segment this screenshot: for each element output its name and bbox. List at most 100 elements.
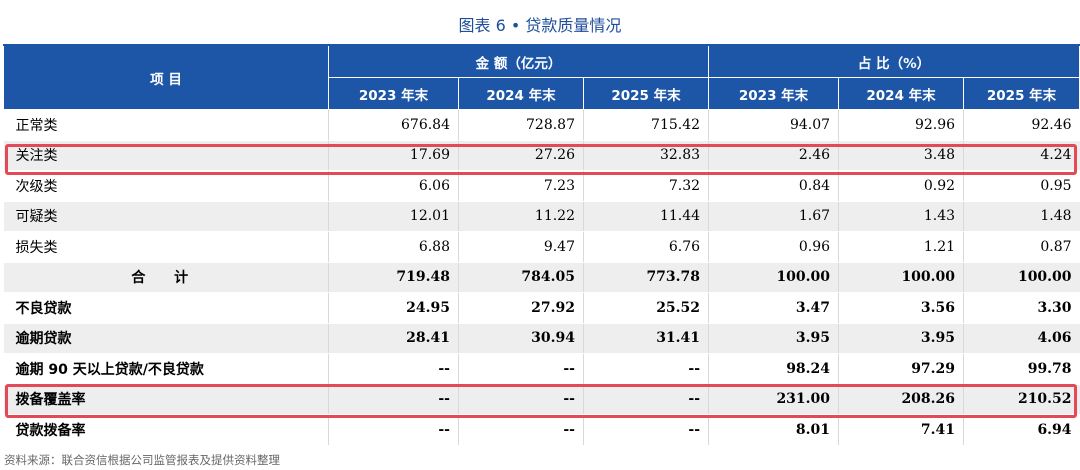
table-cell: 100.00 [963,262,1080,293]
table-row: 次级类 6.06 7.23 7.32 0.84 0.92 0.95 [3,170,1080,202]
table-row: 逾期贷款 28.41 30.94 31.41 3.95 3.95 4.06 [3,323,1080,354]
table-cell: 3.47 [708,292,839,324]
row-label: 可疑类 [3,201,329,232]
table-cell: 11.44 [582,201,709,232]
table-cell: 98.24 [708,353,839,385]
table-cell: 3.95 [708,323,839,354]
table-cell: -- [328,384,459,415]
table-cell: 99.78 [963,353,1080,385]
table-cell: 4.06 [963,323,1080,354]
table-cell: 9.47 [458,231,584,263]
table-cell: 0.87 [963,231,1080,263]
header-year: 2025 年末 [963,77,1080,110]
row-label: 不良贷款 [3,292,329,324]
table-cell: 27.26 [458,140,584,171]
row-label: 合 计 [3,262,329,293]
header-year: 2024 年末 [838,77,965,110]
table-cell: 25.52 [582,292,709,324]
table-row: 合 计 719.48 784.05 773.78 100.00 100.00 100.00 [3,262,1080,293]
table-cell: 8.01 [708,414,839,446]
table-cell: 6.88 [328,231,459,263]
row-label: 逾期 90 天以上贷款/不良贷款 [3,353,329,385]
figure-title: 图表 6 • 贷款质量情况 [458,16,622,35]
table-cell: 4.24 [963,140,1080,171]
header-item: 项 目 [3,44,329,110]
table-cell: 0.96 [708,231,839,263]
row-label: 正常类 [3,109,329,141]
table-cell: -- [458,414,584,446]
table-cell: -- [328,414,459,446]
table-cell: 30.94 [458,323,584,354]
table-cell: 6.06 [328,170,459,202]
table-cell: 231.00 [708,384,839,415]
row-label: 次级类 [3,170,329,202]
table-cell: 676.84 [328,109,459,141]
table-cell: 3.30 [963,292,1080,324]
table-row: 正常类 676.84 728.87 715.42 94.07 92.96 92.46 [3,109,1080,141]
table-cell: 6.76 [582,231,709,263]
row-label: 逾期贷款 [3,323,329,354]
table-row: 逾期 90 天以上贷款/不良贷款 -- -- -- 98.24 97.29 99.78 [3,353,1080,385]
table-cell: 208.26 [838,384,964,415]
source-note: 资料来源：联合资信根据公司监管报表及提供资料整理 [4,453,280,467]
table-row: 损失类 6.88 9.47 6.76 0.96 1.21 0.87 [3,231,1080,263]
table-cell: 1.67 [708,201,839,232]
table-cell: 32.83 [582,140,709,171]
table-cell: 0.92 [838,170,964,202]
header-year: 2023 年末 [328,77,459,110]
table-cell: -- [582,353,709,385]
table-body: 正常类 676.84 728.87 715.42 94.07 92.96 92.46 关注类 1… [3,109,1080,446]
table-cell: 17.69 [328,140,459,171]
table-cell: 715.42 [582,109,709,141]
header-year: 2023 年末 [708,77,840,110]
table-cell: 728.87 [458,109,584,141]
table-cell: 7.23 [458,170,584,202]
loan-quality-table: 项 目 金 额（亿元） 占 比（%） 2023 年末 2024 年末 2025 … [3,44,1080,446]
table-row: 可疑类 12.01 11.22 11.44 1.67 1.43 1.48 [3,201,1080,232]
table-cell: 1.21 [838,231,964,263]
table-cell: 31.41 [582,323,709,354]
table-cell: 97.29 [838,353,964,385]
table-cell: 7.32 [582,170,709,202]
table-cell: 3.95 [838,323,964,354]
table-cell: 24.95 [328,292,459,324]
table-cell: 92.96 [838,109,964,141]
table-cell: -- [458,353,584,385]
table-row: 关注类 17.69 27.26 32.83 2.46 3.48 4.24 [3,140,1080,171]
table-cell: -- [582,384,709,415]
row-label: 关注类 [3,140,329,171]
table-cell: 92.46 [963,109,1080,141]
table-cell: -- [458,384,584,415]
table-cell: -- [582,414,709,446]
table-row: 拨备覆盖率 -- -- -- 231.00 208.26 210.52 [3,384,1080,415]
table-cell: 1.48 [963,201,1080,232]
table-cell: 719.48 [328,262,459,293]
table-cell: 0.84 [708,170,839,202]
table-cell: 11.22 [458,201,584,232]
table-cell: 12.01 [328,201,459,232]
table-cell: 1.43 [838,201,964,232]
row-label: 拨备覆盖率 [3,384,329,415]
table-cell: 7.41 [838,414,964,446]
header-year: 2025 年末 [582,77,710,110]
table-cell: 100.00 [838,262,964,293]
table-cell: 3.48 [838,140,964,171]
header-year: 2024 年末 [458,77,584,110]
table-cell: 27.92 [458,292,584,324]
table-cell: 100.00 [708,262,839,293]
table-cell: 28.41 [328,323,459,354]
table-row: 贷款拨备率 -- -- -- 8.01 7.41 6.94 [3,414,1080,446]
table-row: 不良贷款 24.95 27.92 25.52 3.47 3.56 3.30 [3,292,1080,324]
row-label: 损失类 [3,231,329,263]
table-cell: 94.07 [708,109,839,141]
table-cell: -- [328,353,459,385]
table-cell: 0.95 [963,170,1080,202]
header-amount-group: 金 额（亿元） [327,44,710,78]
table-cell: 784.05 [458,262,584,293]
header-ratio-group: 占 比（%） [708,44,1080,78]
table-cell: 210.52 [963,384,1080,415]
row-label: 贷款拨备率 [3,414,329,446]
table-cell: 6.94 [963,414,1080,446]
table-cell: 2.46 [708,140,839,171]
table-cell: 773.78 [582,262,709,293]
